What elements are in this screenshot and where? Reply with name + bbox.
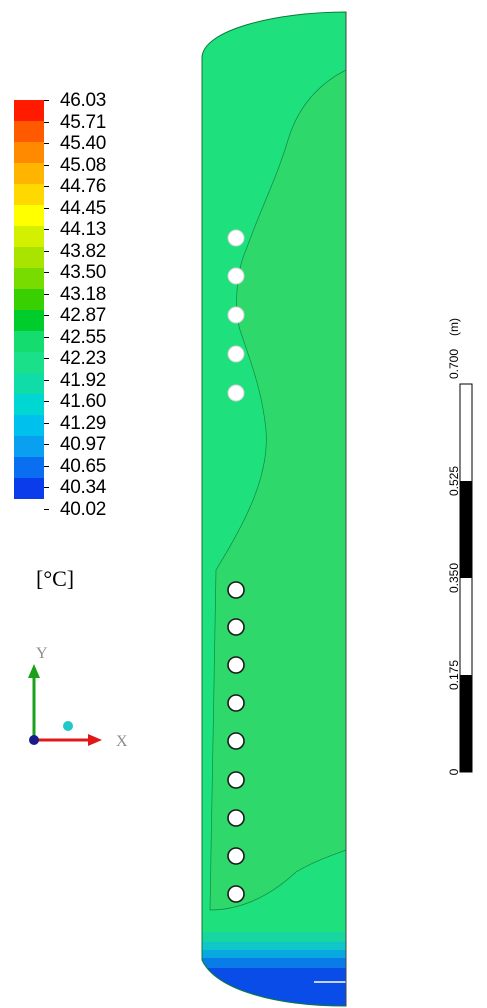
legend-swatch xyxy=(14,268,44,289)
legend-tick xyxy=(44,164,49,166)
legend-value-label: 43.82 xyxy=(60,240,107,262)
legend-tick xyxy=(44,250,49,252)
legend-swatch xyxy=(14,205,44,226)
legend-swatch xyxy=(14,310,44,331)
tube-hole xyxy=(227,384,245,402)
legend-swatch xyxy=(14,247,44,268)
tube-hole xyxy=(227,267,245,285)
tube-hole xyxy=(227,345,245,363)
tube-hole xyxy=(227,771,245,789)
legend-tick xyxy=(44,207,49,209)
legend-value-label: 45.40 xyxy=(60,133,107,154)
tube-hole xyxy=(227,618,245,636)
y-axis-label: Y xyxy=(36,645,48,662)
legend-value-label: 43.50 xyxy=(60,262,107,283)
tube-hole xyxy=(227,694,245,712)
legend-swatch xyxy=(14,457,44,478)
legend-swatch xyxy=(14,415,44,436)
legend-value-label: 42.87 xyxy=(60,305,107,326)
legend-tick xyxy=(44,143,49,144)
legend-tick xyxy=(44,379,49,381)
z-axis-origin xyxy=(29,735,39,745)
legend-swatch xyxy=(14,436,44,457)
legend-tick xyxy=(44,487,49,488)
legend-value-label: 44.76 xyxy=(60,176,107,197)
axis-triad: Y X xyxy=(28,645,128,750)
legend-value-label: 42.23 xyxy=(60,348,107,369)
legend-value-label: 44.13 xyxy=(60,219,107,240)
legend-swatch xyxy=(14,331,44,352)
legend-tick xyxy=(44,100,49,101)
legend-value-label: 41.29 xyxy=(60,412,107,434)
legend-tick xyxy=(44,465,49,467)
temperature-contour-domain xyxy=(201,11,347,1007)
legend-unit-label: [°C] xyxy=(36,566,75,591)
x-axis-label: X xyxy=(116,733,128,750)
legend-value-label: 41.92 xyxy=(60,369,107,391)
tube-hole xyxy=(227,732,245,750)
length-scale-bar: 0 0.175 0.350 0.525 0.700 (m) xyxy=(447,318,473,775)
bottom-band-3 xyxy=(202,950,346,958)
scale-bar-segment-dark xyxy=(460,481,472,578)
legend-tick xyxy=(44,422,49,424)
legend-swatch xyxy=(14,184,44,205)
x-axis-arrowhead xyxy=(88,734,102,746)
legend-value-label: 46.03 xyxy=(60,90,107,111)
legend-tick xyxy=(44,293,49,295)
tube-hole xyxy=(227,306,245,324)
scale-unit-label: (m) xyxy=(447,318,461,336)
scale-label-0350: 0.350 xyxy=(447,563,461,593)
tube-hole xyxy=(227,656,245,674)
view-indicator-sphere xyxy=(63,721,73,731)
legend-tick xyxy=(44,229,49,230)
legend-tick xyxy=(44,401,49,402)
legend-value-label: 45.08 xyxy=(60,154,107,176)
scale-label-0175: 0.175 xyxy=(447,660,461,690)
legend-swatch xyxy=(14,352,44,373)
legend-tick xyxy=(44,444,49,445)
legend-swatch xyxy=(14,142,44,163)
legend-value-label: 40.97 xyxy=(60,434,107,455)
legend-tick xyxy=(44,272,49,273)
legend-value-label: 41.60 xyxy=(60,391,107,412)
legend-value-label: 42.55 xyxy=(60,326,107,348)
tube-hole xyxy=(227,847,245,865)
legend-value-label: 40.34 xyxy=(60,477,107,498)
legend-value-label: 40.02 xyxy=(60,498,107,520)
legend-value-label: 44.45 xyxy=(60,197,107,219)
tube-hole xyxy=(227,581,245,599)
legend-swatch xyxy=(14,289,44,310)
scale-bar-segment-dark xyxy=(460,675,472,772)
legend-swatch xyxy=(14,100,44,121)
scale-label-0: 0 xyxy=(447,768,461,775)
tank-outline xyxy=(201,11,347,1007)
legend-value-label: 43.18 xyxy=(60,283,107,305)
tube-hole xyxy=(227,229,245,247)
bottom-band-5 xyxy=(202,968,346,1006)
legend-tick xyxy=(44,358,49,359)
bottom-band-1 xyxy=(202,932,346,942)
scale-label-0525: 0.525 xyxy=(447,466,461,496)
legend-tick xyxy=(44,508,49,510)
legend-value-label: 40.65 xyxy=(60,455,107,477)
legend-tick xyxy=(44,121,49,123)
legend-swatch xyxy=(14,121,44,142)
legend-tick xyxy=(44,315,49,316)
tube-hole xyxy=(227,885,245,903)
legend-swatch xyxy=(14,394,44,415)
upper-tube-group xyxy=(227,229,245,402)
y-axis-arrowhead xyxy=(28,664,40,678)
legend-swatch xyxy=(14,373,44,394)
lower-tube-group xyxy=(227,581,245,903)
bottom-band-4 xyxy=(202,958,346,968)
legend-swatch xyxy=(14,478,44,499)
tube-hole xyxy=(227,809,245,827)
legend-tick xyxy=(44,336,49,338)
legend-value-label: 45.71 xyxy=(60,111,107,133)
legend-tick xyxy=(44,186,49,187)
legend-swatch xyxy=(14,226,44,247)
scale-label-0700: 0.700 xyxy=(447,349,461,379)
legend-swatch xyxy=(14,163,44,184)
bottom-band-2 xyxy=(202,942,346,950)
